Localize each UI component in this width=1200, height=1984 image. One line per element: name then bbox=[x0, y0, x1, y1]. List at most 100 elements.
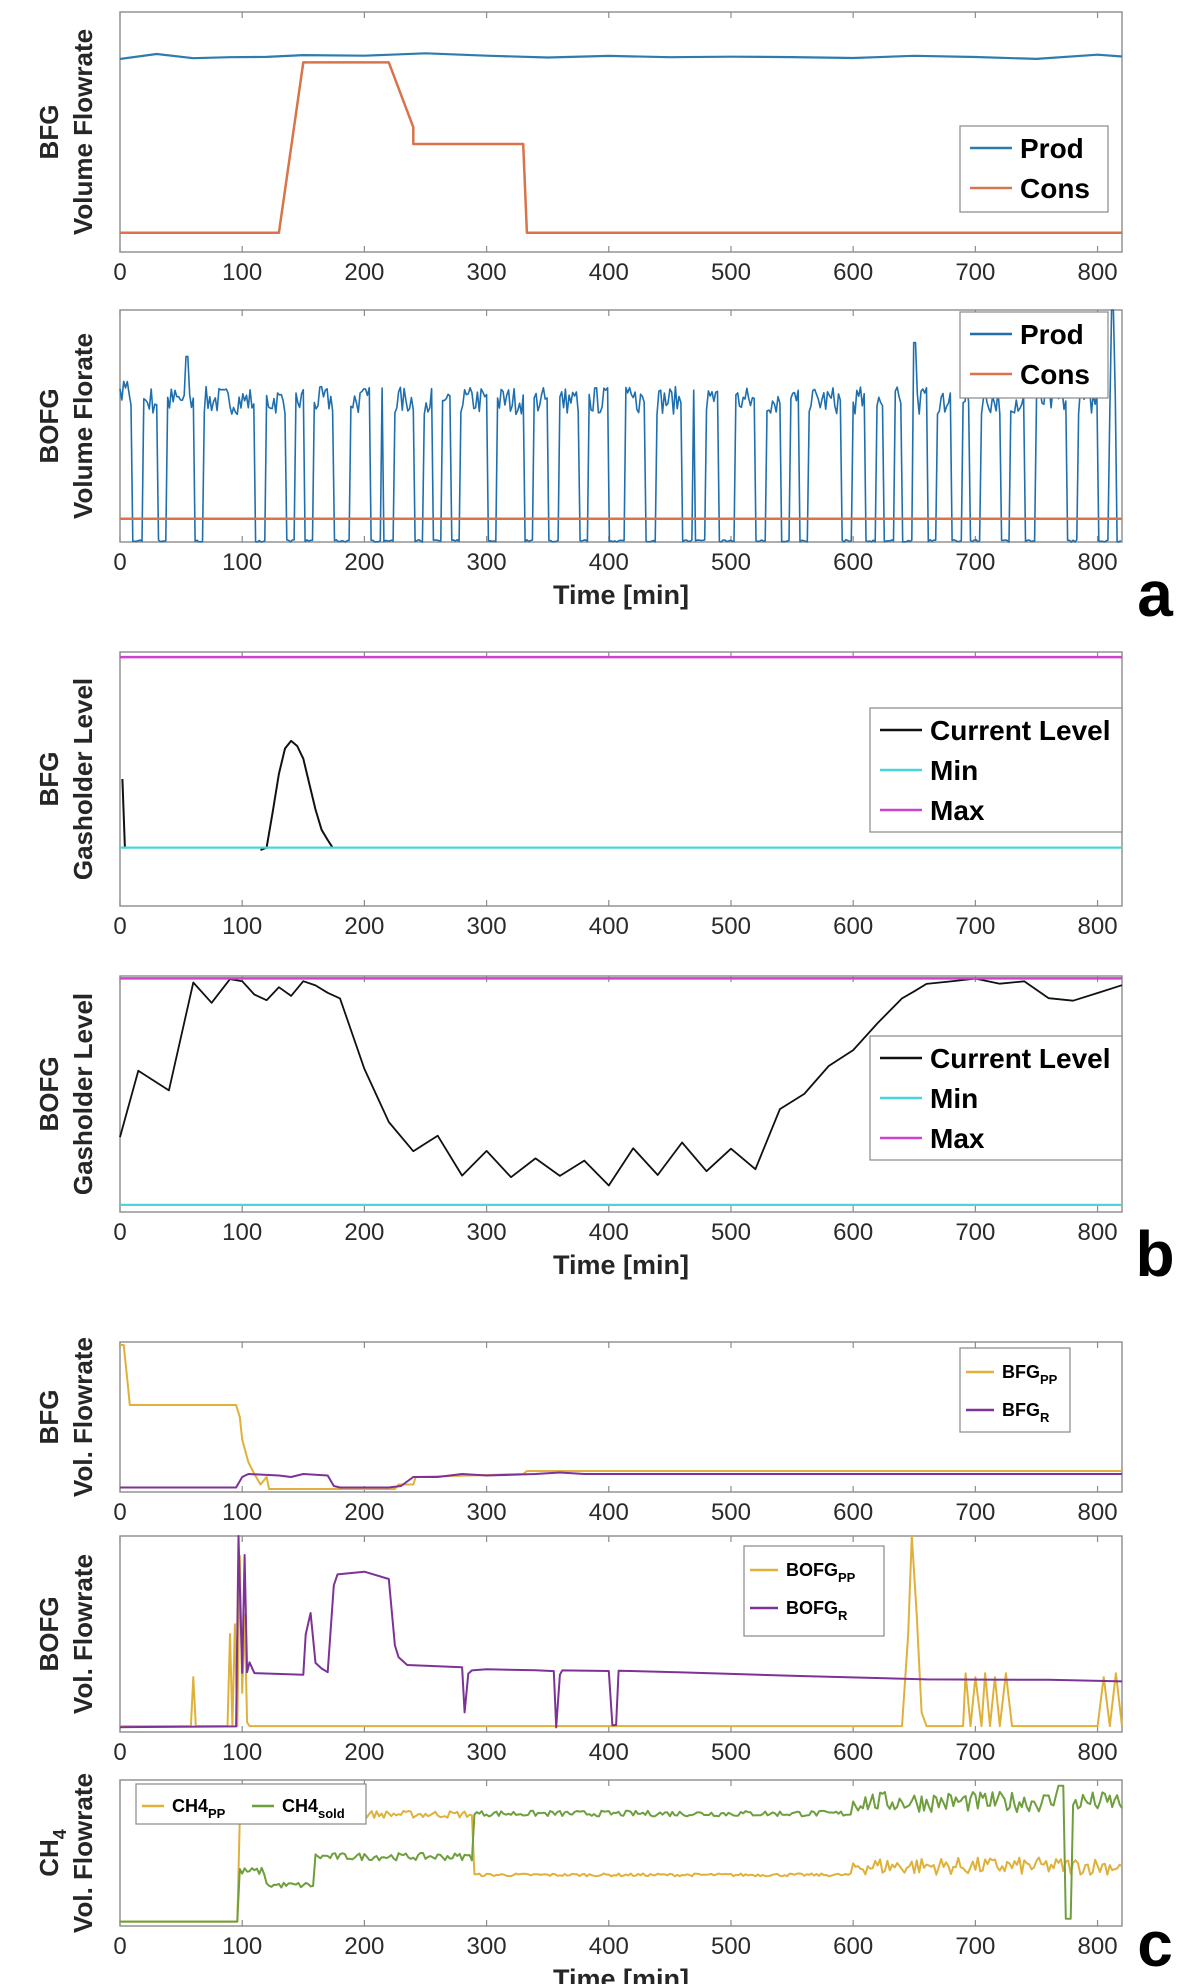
x-tick-label: 400 bbox=[589, 259, 629, 286]
series-line-current-level bbox=[260, 739, 334, 852]
y-axis-label-line: Gasholder Level bbox=[68, 993, 98, 1195]
x-tick-label: 800 bbox=[1078, 549, 1118, 576]
x-tick-label: 800 bbox=[1078, 1739, 1118, 1766]
x-tick-label: 500 bbox=[711, 1933, 751, 1960]
x-tick-label: 500 bbox=[711, 1219, 751, 1246]
y-axis-label: CH4Vol. Flowrate bbox=[34, 1773, 98, 1933]
legend-label: Min bbox=[930, 755, 978, 786]
legend-label: Prod bbox=[1020, 319, 1084, 350]
y-axis-label-line: Vol. Flowrate bbox=[68, 1337, 98, 1497]
legend-label: Prod bbox=[1020, 133, 1084, 164]
legend-box bbox=[743, 1545, 885, 1637]
legend-label: Max bbox=[930, 795, 985, 826]
x-tick-label: 800 bbox=[1078, 1499, 1118, 1526]
legend-label: Max bbox=[930, 1123, 985, 1154]
x-tick-label: 100 bbox=[222, 1499, 262, 1526]
x-tick-label: 500 bbox=[711, 1739, 751, 1766]
x-tick-label: 300 bbox=[467, 1219, 507, 1246]
series-line-cons bbox=[120, 61, 1122, 235]
x-tick-label: 300 bbox=[467, 913, 507, 940]
legend: Prod Cons bbox=[959, 311, 1109, 399]
y-axis-label-line: BOFG bbox=[34, 1596, 64, 1671]
legend-label-subscript: PP bbox=[208, 1806, 226, 1821]
x-tick-label: 600 bbox=[833, 549, 873, 576]
x-tick-label: 800 bbox=[1078, 1933, 1118, 1960]
panel-label: c bbox=[1137, 1908, 1173, 1980]
y-axis-label: BFG Gasholder Level bbox=[34, 678, 98, 880]
chart-panel-a1: 0 100 200 300 400 500 600 700 800 BFG Volume Flowr… bbox=[34, 11, 1123, 286]
x-tick-label: 700 bbox=[955, 913, 995, 940]
x-tick-label: 0 bbox=[113, 259, 126, 286]
legend-label-subscript: PP bbox=[1040, 1372, 1058, 1387]
panel-label: b bbox=[1135, 1218, 1174, 1290]
x-tick-label: 600 bbox=[833, 259, 873, 286]
series-line-current-level bbox=[119, 977, 1123, 1187]
x-tick-label: 400 bbox=[589, 1499, 629, 1526]
x-tick-label: 100 bbox=[222, 259, 262, 286]
legend-box bbox=[959, 125, 1109, 213]
x-tick-label: 300 bbox=[467, 549, 507, 576]
legend-box bbox=[135, 1783, 367, 1825]
axes-frame bbox=[119, 1779, 1123, 1927]
legend: Current Level Min Max bbox=[869, 707, 1123, 833]
y-axis-label: BOFG Volume Florate bbox=[34, 333, 98, 519]
x-axis-label: Time [min] bbox=[553, 1250, 689, 1280]
x-axis-label: Time [min] bbox=[553, 1964, 689, 1984]
y-axis-label: BFG Vol. Flowrate bbox=[34, 1337, 98, 1497]
x-tick-label: 600 bbox=[833, 1933, 873, 1960]
legend-label-subscript: R bbox=[838, 1608, 848, 1623]
x-tick-label: 800 bbox=[1078, 913, 1118, 940]
legend: Prod Cons bbox=[959, 125, 1109, 213]
axes-frame bbox=[119, 1341, 1123, 1493]
x-tick-label: 700 bbox=[955, 259, 995, 286]
x-tick-label: 100 bbox=[222, 1933, 262, 1960]
x-tick-label: 200 bbox=[344, 1219, 384, 1246]
x-tick-label: 500 bbox=[711, 1499, 751, 1526]
x-tick-label: 100 bbox=[222, 1219, 262, 1246]
y-axis-label-line: Volume Flowrate bbox=[68, 29, 98, 235]
x-tick-label: 0 bbox=[113, 1499, 126, 1526]
x-tick-label: 700 bbox=[955, 1499, 995, 1526]
y-axis-label-line: CH bbox=[34, 1839, 64, 1877]
y-axis-label-line: Vol. Flowrate bbox=[68, 1773, 98, 1933]
x-tick-label: 100 bbox=[222, 913, 262, 940]
chart-panel-c2: 0 100 200 300 400 500 600 700 800 BOFG Vol. Flowra… bbox=[34, 1535, 1123, 1766]
chart-panel-a2: 0 100 200 300 400 500 600 700 800 BOFG Volume Flor… bbox=[34, 309, 1123, 610]
legend-label: Current Level bbox=[930, 715, 1111, 746]
panel-label: a bbox=[1137, 558, 1173, 630]
legend-box bbox=[959, 1347, 1071, 1433]
x-tick-label: 500 bbox=[711, 549, 751, 576]
x-tick-label: 0 bbox=[113, 549, 126, 576]
y-axis-label-line: BFG bbox=[34, 105, 64, 160]
legend: CH4PP CH4sold bbox=[135, 1783, 367, 1825]
x-tick-label: 800 bbox=[1078, 1219, 1118, 1246]
x-tick-label: 500 bbox=[711, 913, 751, 940]
chart-panel-b1: 0 100 200 300 400 500 600 700 800 BFG Gasholder Le… bbox=[34, 651, 1123, 940]
legend-label-subscript: PP bbox=[838, 1570, 856, 1585]
x-tick-label: 700 bbox=[955, 1739, 995, 1766]
x-tick-label: 400 bbox=[589, 1739, 629, 1766]
x-tick-label: 200 bbox=[344, 1933, 384, 1960]
x-tick-label: 700 bbox=[955, 1219, 995, 1246]
x-tick-label: 200 bbox=[344, 549, 384, 576]
x-tick-label: 400 bbox=[589, 549, 629, 576]
x-tick-label: 100 bbox=[222, 549, 262, 576]
y-axis-label: BOFG Gasholder Level bbox=[34, 993, 98, 1195]
y-axis-label-line: Vol. Flowrate bbox=[68, 1554, 98, 1714]
legend: Current Level Min Max bbox=[869, 1035, 1123, 1161]
series-line-ch4-sold bbox=[120, 1784, 1123, 1923]
x-tick-label: 500 bbox=[711, 259, 751, 286]
y-axis-label-line: BFG bbox=[34, 1390, 64, 1445]
y-axis-label-line: BOFG bbox=[34, 388, 64, 463]
x-tick-label: 600 bbox=[833, 1499, 873, 1526]
x-axis-label: Time [min] bbox=[553, 580, 689, 610]
y-axis-label: BOFG Vol. Flowrate bbox=[34, 1554, 98, 1714]
x-tick-label: 0 bbox=[113, 1739, 126, 1766]
legend-label-subscript: sold bbox=[318, 1806, 345, 1821]
y-axis-label-line: Volume Florate bbox=[68, 333, 98, 519]
chart-panel-c1: 0 100 200 300 400 500 600 700 800 BFG Vol. Flowrat… bbox=[34, 1337, 1123, 1526]
series-line-prod bbox=[119, 52, 1123, 61]
